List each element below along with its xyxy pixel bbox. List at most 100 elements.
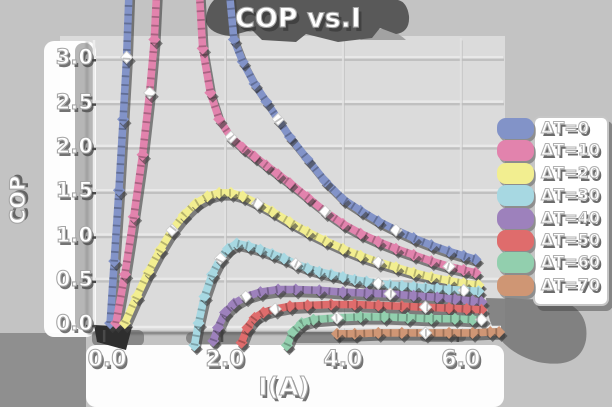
series-marker [389, 242, 402, 255]
series-marker [301, 262, 314, 275]
series-ΔT=40 [207, 283, 488, 347]
series-marker [331, 327, 344, 340]
series-marker [425, 312, 438, 325]
series-marker [425, 255, 438, 268]
series-marker [165, 223, 179, 237]
series-marker [395, 326, 408, 339]
series-marker [112, 184, 125, 197]
legend-swatch [497, 118, 534, 139]
series-marker [457, 263, 470, 276]
series-marker [148, 33, 161, 46]
series-marker [119, 50, 134, 64]
series-marker [466, 294, 479, 307]
series-marker [443, 245, 456, 258]
series-marker [201, 190, 214, 203]
legend-label: ΔT=20 [541, 162, 601, 182]
series-marker [407, 232, 420, 245]
series-marker [407, 266, 420, 279]
series-marker [224, 130, 238, 144]
series-marker [448, 312, 461, 325]
series-marker [142, 86, 157, 100]
title-shadow-blob [206, 0, 410, 42]
series-marker [283, 131, 296, 144]
legend-swatch [497, 162, 534, 184]
series-marker [254, 243, 267, 256]
series-marker [372, 299, 385, 312]
series-marker [280, 339, 293, 352]
series-marker [211, 321, 224, 334]
series-marker [242, 240, 255, 253]
series-marker [319, 175, 332, 188]
series-marker [378, 310, 391, 323]
series-texture [238, 300, 482, 344]
series-marker [260, 159, 273, 172]
series-marker [395, 300, 408, 313]
legend-box [533, 116, 609, 306]
series-marker [419, 281, 432, 294]
series-marker [198, 290, 211, 303]
series-marker [142, 265, 155, 278]
series-marker [336, 217, 349, 230]
series-marker [443, 274, 456, 287]
series-marker [117, 113, 130, 126]
series-texture [106, 0, 477, 324]
series-marker [407, 289, 420, 302]
series-marker [301, 225, 314, 238]
series-marker [493, 326, 506, 338]
series-marker [301, 299, 314, 312]
series-marker [219, 306, 232, 319]
series-marker [289, 257, 303, 271]
series-marker [221, 242, 234, 255]
series-marker [460, 302, 473, 315]
series-marker [354, 204, 367, 217]
series-marker [348, 298, 361, 311]
series-marker [127, 210, 140, 223]
series-ΔT=50 [235, 298, 488, 349]
series-marker [313, 284, 326, 297]
series-marker [336, 286, 349, 299]
series-marker [407, 248, 420, 261]
series-marker [283, 300, 296, 313]
series-marker [442, 259, 456, 274]
series-marker [109, 317, 122, 330]
series-marker [192, 317, 205, 330]
series-marker [475, 303, 488, 316]
series-marker [283, 177, 296, 190]
series-marker [271, 112, 285, 127]
series-marker [307, 313, 320, 326]
series-marker [425, 239, 438, 252]
series-ΔT=60 [280, 310, 489, 352]
legend-label: ΔT=10 [541, 140, 601, 160]
series-marker [372, 215, 385, 228]
legend-swatch [497, 252, 534, 274]
legend-label: ΔT=60 [541, 252, 601, 272]
series-marker [348, 273, 361, 286]
series-texture [283, 313, 482, 347]
series-marker [348, 327, 361, 340]
series-marker [360, 287, 373, 300]
series-marker [118, 317, 131, 330]
series-marker [207, 334, 220, 347]
series-marker [418, 326, 433, 340]
series-ΔT=20 [118, 186, 485, 330]
legend-label: ΔT=0 [541, 118, 590, 138]
series-marker [457, 277, 470, 290]
series-marker [466, 326, 479, 339]
bottom-left-shade [0, 333, 86, 407]
series-marker [272, 168, 285, 181]
series-marker [371, 255, 385, 269]
plot-area [60, 36, 505, 332]
series-marker [254, 286, 267, 299]
series-marker [418, 300, 433, 314]
series-marker [188, 339, 201, 352]
series-marker [301, 153, 314, 166]
series-marker [266, 248, 279, 261]
series-marker [448, 293, 461, 306]
series-marker [236, 141, 249, 154]
series-marker [319, 234, 332, 247]
series-marker [443, 283, 456, 296]
legend-swatch [497, 140, 534, 162]
series-marker [372, 326, 385, 339]
series-marker [466, 313, 479, 326]
